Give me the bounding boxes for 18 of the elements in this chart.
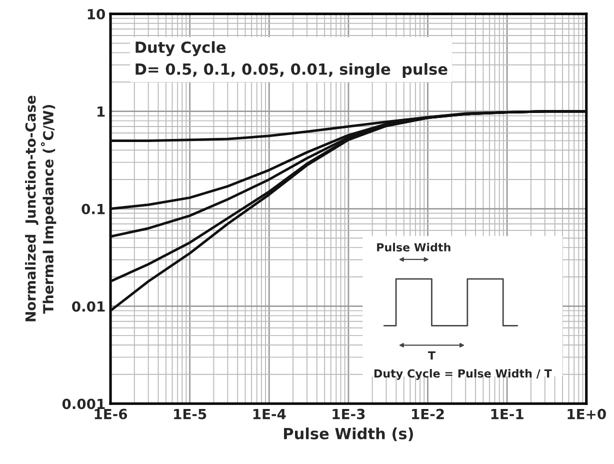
x-tick-label: 1E-6 <box>94 408 128 420</box>
y-tick-label: 0.1 <box>82 204 105 214</box>
y-tick-label: 0.01 <box>72 301 105 312</box>
x-tick-label: 1E-2 <box>412 408 444 420</box>
annotation: Pulse Width <box>377 242 450 252</box>
x-axis-title: Pulse Width (s) <box>284 428 413 442</box>
annotation: Duty Cycle = Pulse Width / T <box>374 369 552 380</box>
annotation: T <box>428 351 436 360</box>
y-tick-label: 1 <box>98 106 105 117</box>
x-tick-label: 1E-1 <box>491 408 524 420</box>
x-tick-label: 1E-3 <box>332 408 365 420</box>
y-axis-title: Normalized Junction-to-Case Thermal Impedance (˚C/W) <box>25 96 56 322</box>
x-tick-label: 1E-5 <box>174 408 206 420</box>
x-tick-label: 1E+0 <box>568 408 606 420</box>
x-tick-label: 1E-4 <box>253 408 286 420</box>
y-tick-label: 0.001 <box>62 398 105 410</box>
y-tick-label: 10 <box>88 8 105 20</box>
annotation: Duty Cycle D= 0.5, 0.1, 0.05, 0.01, single pulse <box>136 41 448 78</box>
